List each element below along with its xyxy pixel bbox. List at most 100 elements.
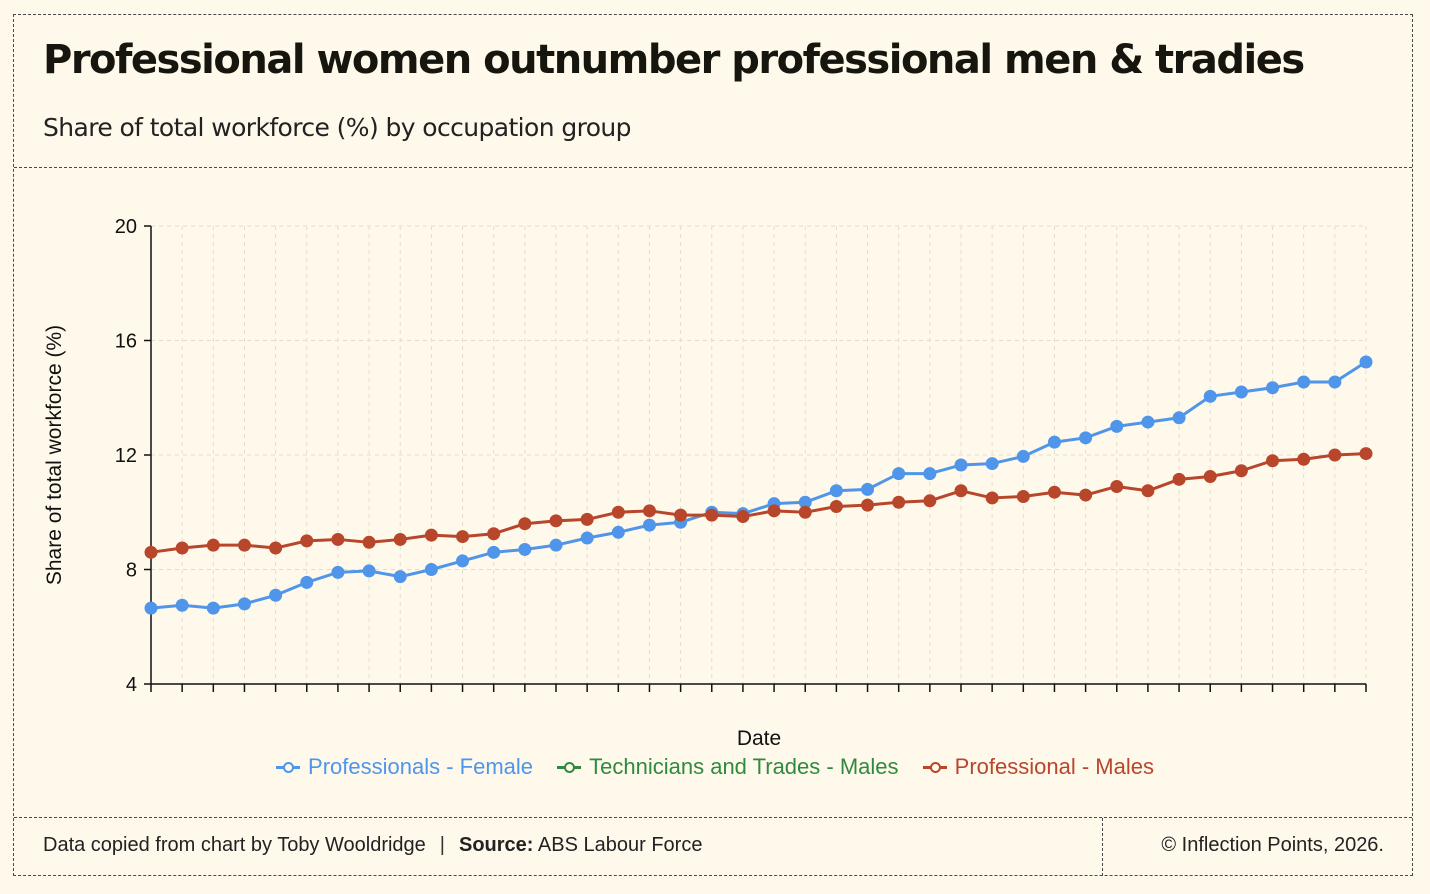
y-tick-label: 20 [115,216,137,238]
y-tick-label: 16 [115,331,137,353]
data-point [1047,435,1061,449]
source-value: ABS Labour Force [537,834,703,856]
data-point [923,494,937,508]
data-point [674,508,688,522]
y-tick-label: 12 [115,445,137,467]
data-point [1172,411,1186,425]
data-point [954,458,968,472]
data-point [1047,485,1061,499]
data-point [456,554,470,568]
data-point [985,457,999,471]
data-point [1203,469,1217,483]
legend-item-male-trades[interactable]: Technicians and Trades - Males [557,754,899,780]
data-point [798,505,812,519]
data-point [362,564,376,578]
data-point [456,530,470,544]
legend-item-male-professionals[interactable]: Professional - Males [922,754,1154,780]
data-point [580,531,594,545]
data-point [393,532,407,546]
source-label: Source: [459,834,534,856]
legend-label: Technicians and Trades - Males [589,754,899,779]
chart-subtitle: Share of total workforce (%) by occupati… [43,113,632,142]
legend-marker-icon [557,760,582,774]
legend-marker-icon [276,760,301,774]
data-point [518,517,532,531]
data-point [1141,484,1155,498]
data-point [1359,355,1373,369]
data-point [1203,389,1217,403]
data-point [985,491,999,505]
data-point [923,467,937,481]
chart-frame: Professional women outnumber professiona… [13,14,1413,876]
data-point [705,508,719,522]
data-point [1328,375,1342,389]
data-point [1328,448,1342,462]
data-point [829,500,843,514]
data-point [954,484,968,498]
y-tick-label: 4 [126,674,137,696]
data-point [175,598,189,612]
series-line-0 [150,360,1367,610]
data-point [206,601,220,615]
data-point [300,534,314,548]
data-point [549,538,563,552]
data-point [1266,381,1280,395]
data-point [861,498,875,512]
y-axis-label: Share of total workforce (%) [43,325,66,585]
series-line-2 [150,452,1367,554]
data-point [892,467,906,481]
data-point [580,512,594,526]
data-point [829,484,843,498]
data-point [424,528,438,542]
header: Professional women outnumber professiona… [14,15,1412,168]
data-point [487,545,501,559]
legend-label: Professional - Males [954,754,1154,779]
data-point [393,570,407,584]
chart-title: Professional women outnumber professiona… [43,37,1305,83]
data-point [269,541,283,555]
data-point [237,538,251,552]
footer-credits: Data copied from chart by Toby Wooldridg… [43,834,702,857]
footer-divider [1102,818,1103,876]
data-point [1110,419,1124,433]
data-point [331,532,345,546]
data-point [175,541,189,555]
data-point [1141,415,1155,429]
x-axis-label: Date [737,727,781,750]
data-point [1079,431,1093,445]
data-point [798,495,812,509]
data-point [144,601,158,615]
data-point [487,527,501,541]
data-point [892,495,906,509]
data-point [1110,479,1124,493]
data-point [237,597,251,611]
footer: Data copied from chart by Toby Wooldridg… [14,817,1412,876]
data-point [736,510,750,524]
data-point [861,482,875,496]
data-point [518,542,532,556]
data-point [1297,375,1311,389]
legend-item-female-professionals[interactable]: Professionals - Female [276,754,533,780]
data-point [1172,472,1186,486]
data-point [1297,452,1311,466]
data-point [1079,488,1093,502]
data-point [549,514,563,528]
credit-text: Data copied from chart by Toby Wooldridg… [43,834,426,856]
copyright-text: © Inflection Points, 2026. [1161,834,1384,856]
legend-label: Professionals - Female [308,754,534,779]
data-point [642,518,656,532]
data-point [611,525,625,539]
data-point [1359,447,1373,461]
footer-separator: | [439,834,445,856]
data-point [206,538,220,552]
data-point [611,505,625,519]
data-point [424,563,438,576]
data-point [1234,464,1248,478]
legend-marker-icon [922,760,947,774]
data-point [269,588,283,602]
data-point [767,504,781,518]
legend: Professionals - Female Technicians and T… [0,754,1430,780]
y-tick-label: 8 [126,560,137,582]
data-point [642,504,656,518]
